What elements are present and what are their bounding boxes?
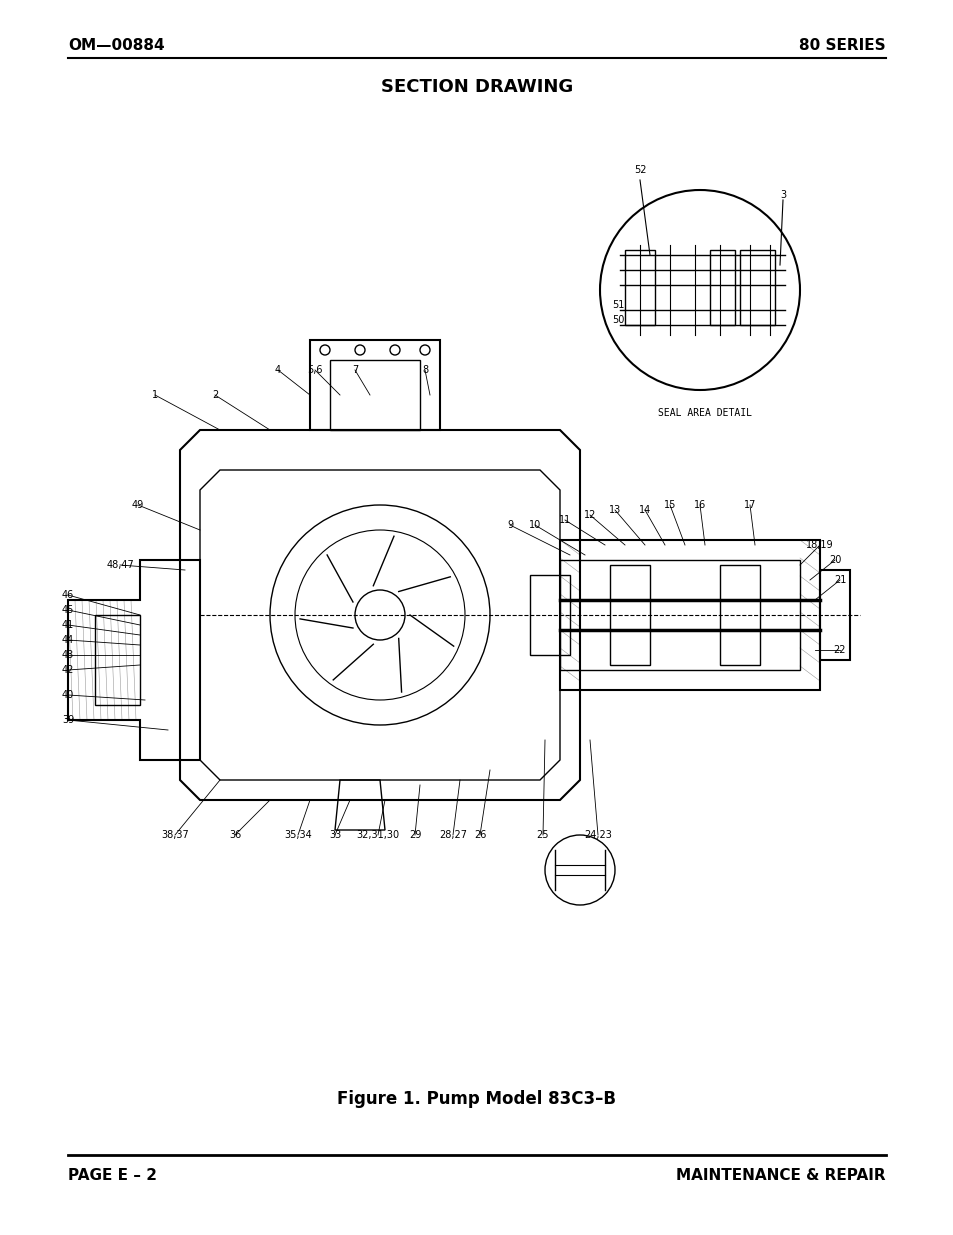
- Text: 4: 4: [274, 366, 281, 375]
- Text: 48,47: 48,47: [106, 559, 133, 571]
- Text: 7: 7: [352, 366, 357, 375]
- Text: 50: 50: [612, 315, 624, 325]
- Text: 11: 11: [558, 515, 571, 525]
- Text: 17: 17: [743, 500, 756, 510]
- Text: 80 SERIES: 80 SERIES: [799, 38, 885, 53]
- Text: 15: 15: [663, 500, 676, 510]
- Text: SEAL AREA DETAIL: SEAL AREA DETAIL: [658, 408, 751, 417]
- Text: 51: 51: [612, 300, 624, 310]
- Text: 38,37: 38,37: [161, 830, 189, 840]
- Text: 26: 26: [474, 830, 486, 840]
- Text: 18,19: 18,19: [805, 540, 833, 550]
- Text: 14: 14: [639, 505, 651, 515]
- Text: 3: 3: [780, 190, 785, 200]
- Text: 46: 46: [62, 590, 74, 600]
- Text: SECTION DRAWING: SECTION DRAWING: [380, 78, 573, 96]
- Bar: [624, 249, 655, 325]
- Text: 12: 12: [583, 510, 596, 520]
- Bar: [740, 249, 774, 325]
- Text: OM—00884: OM—00884: [68, 38, 165, 53]
- Text: 1: 1: [152, 390, 158, 400]
- Text: PAGE E – 2: PAGE E – 2: [68, 1168, 157, 1183]
- Text: 39: 39: [62, 715, 74, 725]
- Text: 40: 40: [62, 690, 74, 700]
- Text: 43: 43: [62, 650, 74, 659]
- Text: 2: 2: [212, 390, 218, 400]
- Text: 29: 29: [409, 830, 420, 840]
- Text: 41: 41: [62, 620, 74, 630]
- Text: 20: 20: [828, 555, 841, 564]
- Text: 21: 21: [833, 576, 845, 585]
- Text: 24,23: 24,23: [583, 830, 611, 840]
- Text: 8: 8: [421, 366, 428, 375]
- Text: 10: 10: [528, 520, 540, 530]
- Text: 22: 22: [833, 645, 845, 655]
- Text: 44: 44: [62, 635, 74, 645]
- Text: 9: 9: [506, 520, 513, 530]
- Text: 33: 33: [329, 830, 341, 840]
- Text: 42: 42: [62, 664, 74, 676]
- Bar: [709, 249, 734, 325]
- Text: 35,34: 35,34: [284, 830, 312, 840]
- Text: 49: 49: [132, 500, 144, 510]
- Text: 5,6: 5,6: [307, 366, 322, 375]
- Text: 28,27: 28,27: [438, 830, 467, 840]
- Bar: [720, 564, 760, 664]
- Text: 36: 36: [229, 830, 241, 840]
- Text: Figure 1. Pump Model 83C3–B: Figure 1. Pump Model 83C3–B: [337, 1091, 616, 1108]
- Text: 45: 45: [62, 605, 74, 615]
- Text: 32,31,30: 32,31,30: [356, 830, 399, 840]
- Bar: [609, 564, 649, 664]
- Text: 13: 13: [608, 505, 620, 515]
- Text: MAINTENANCE & REPAIR: MAINTENANCE & REPAIR: [676, 1168, 885, 1183]
- Text: 16: 16: [693, 500, 705, 510]
- Text: 25: 25: [537, 830, 549, 840]
- Text: 52: 52: [633, 165, 645, 175]
